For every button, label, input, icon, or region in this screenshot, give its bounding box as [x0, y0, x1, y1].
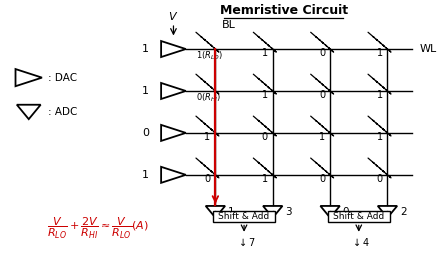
Text: 1: 1 — [142, 86, 149, 96]
Text: 1: 1 — [142, 44, 149, 54]
Text: 1: 1 — [319, 132, 325, 142]
Text: : ADC: : ADC — [48, 107, 77, 117]
Text: $\dfrac{V}{R_{LO}}+\dfrac{2V}{R_{HI}}\approx\dfrac{V}{R_{LO}}(A)$: $\dfrac{V}{R_{LO}}+\dfrac{2V}{R_{HI}}\ap… — [48, 216, 150, 241]
Text: 0: 0 — [319, 90, 325, 100]
Text: 1: 1 — [142, 170, 149, 180]
Text: Shift & Add: Shift & Add — [333, 212, 385, 221]
FancyBboxPatch shape — [213, 211, 275, 222]
Text: 1: 1 — [262, 174, 268, 184]
Text: : DAC: : DAC — [48, 73, 77, 83]
Text: BL: BL — [222, 20, 236, 30]
Text: 2: 2 — [400, 207, 406, 217]
Text: 0: 0 — [377, 174, 383, 184]
Text: 1: 1 — [377, 132, 383, 142]
Text: 0: 0 — [262, 132, 268, 142]
Text: 1: 1 — [377, 90, 383, 100]
Text: $\downarrow$4: $\downarrow$4 — [351, 237, 371, 248]
Text: WL: WL — [419, 44, 436, 54]
Text: 1: 1 — [228, 207, 234, 217]
Text: $V$: $V$ — [168, 10, 178, 21]
Text: 1: 1 — [262, 48, 268, 58]
Text: 0: 0 — [142, 128, 149, 138]
Text: 0: 0 — [319, 48, 325, 58]
Text: Memristive Circuit: Memristive Circuit — [220, 4, 348, 17]
Text: $0(R_{HI})$: $0(R_{HI})$ — [196, 92, 221, 104]
Text: 1: 1 — [262, 90, 268, 100]
Text: $1(R_{LO})$: $1(R_{LO})$ — [196, 50, 223, 62]
Text: Shift & Add: Shift & Add — [218, 212, 270, 221]
Text: 1: 1 — [377, 48, 383, 58]
Text: 3: 3 — [285, 207, 292, 217]
Text: 0: 0 — [342, 207, 349, 217]
Text: $\downarrow$7: $\downarrow$7 — [237, 237, 256, 248]
Text: 0: 0 — [319, 174, 325, 184]
Text: 1: 1 — [204, 132, 210, 142]
Text: 0: 0 — [204, 174, 210, 184]
FancyBboxPatch shape — [328, 211, 390, 222]
